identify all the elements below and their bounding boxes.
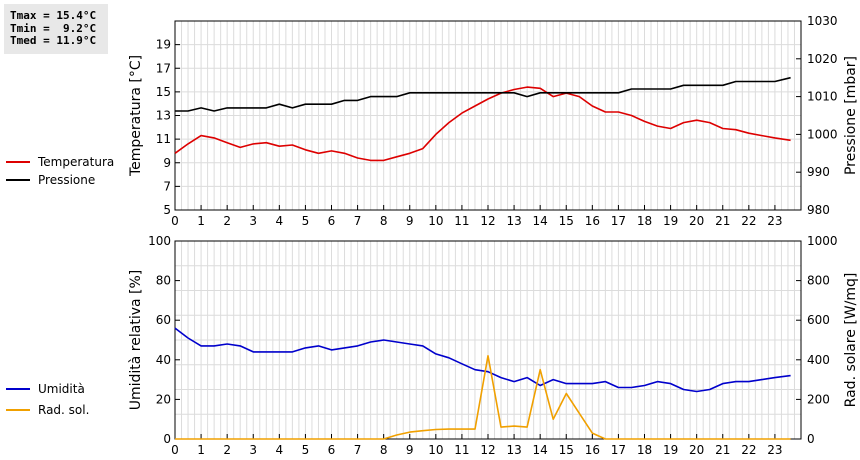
- x-tick-label: 3: [249, 443, 257, 457]
- y-tick-label: 11: [156, 132, 171, 146]
- y-axis-label: Umidità relativa [%]: [128, 270, 144, 411]
- x-tick-label: 14: [533, 214, 548, 228]
- series-line: [174, 86, 791, 162]
- x-tick-label: 15: [559, 443, 574, 457]
- legend-label: Temperatura: [37, 155, 114, 169]
- x-tick-label: 11: [454, 214, 469, 228]
- y-tick-label: 0: [163, 432, 171, 446]
- x-tick-label: 8: [380, 214, 388, 228]
- y-tick-label: 100: [148, 234, 171, 248]
- x-tick-label: 1: [197, 214, 205, 228]
- x-tick-label: 4: [276, 443, 284, 457]
- x-tick-label: 22: [741, 214, 756, 228]
- x-tick-label: 11: [454, 443, 469, 457]
- x-tick-label: 9: [406, 214, 414, 228]
- y2-tick-label: 200: [807, 392, 830, 406]
- x-tick-label: 20: [689, 443, 704, 457]
- x-tick-label: 5: [302, 214, 310, 228]
- y-tick-label: 40: [156, 353, 171, 367]
- y2-tick-label: 1000: [807, 234, 838, 248]
- x-tick-label: 8: [380, 443, 388, 457]
- y2-tick-label: 400: [807, 353, 830, 367]
- x-tick-label: 2: [223, 443, 231, 457]
- y-tick-label: 7: [163, 179, 171, 193]
- y2-tick-label: 1030: [807, 14, 838, 28]
- x-tick-label: 18: [637, 443, 652, 457]
- series-line: [175, 354, 791, 440]
- x-tick-label: 17: [611, 443, 626, 457]
- x-tick-label: 9: [406, 443, 414, 457]
- y-tick-label: 13: [156, 109, 171, 123]
- x-tick-label: 7: [354, 443, 362, 457]
- x-tick-label: 2: [223, 214, 231, 228]
- x-tick-label: 4: [276, 214, 284, 228]
- y-tick-label: 20: [156, 392, 171, 406]
- x-tick-label: 20: [689, 214, 704, 228]
- x-tick-label: 1: [197, 443, 205, 457]
- y2-tick-label: 0: [807, 432, 815, 446]
- y-axis-label: Temperatura [°C]: [128, 55, 144, 177]
- y-tick-label: 17: [156, 61, 171, 75]
- x-tick-label: 15: [559, 214, 574, 228]
- temperature-stats-box: Tmax = 15.4°C Tmin = 9.2°C Tmed = 11.9°C: [4, 4, 108, 54]
- y-tick-label: 60: [156, 313, 171, 327]
- x-tick-label: 6: [328, 443, 336, 457]
- legend-label: Rad. sol.: [38, 403, 89, 417]
- x-tick-label: 3: [249, 214, 257, 228]
- x-tick-label: 16: [585, 443, 600, 457]
- x-tick-label: 0: [171, 214, 179, 228]
- y2-tick-label: 990: [807, 165, 830, 179]
- y-tick-label: 5: [163, 203, 171, 217]
- series-line: [175, 76, 791, 112]
- x-tick-label: 19: [663, 443, 678, 457]
- tmax-text: Tmax = 15.4°C: [10, 9, 97, 22]
- y-tick-label: 9: [163, 156, 171, 170]
- legend-label: Umidità: [38, 382, 85, 396]
- x-tick-label: 17: [611, 214, 626, 228]
- legend-label: Pressione: [38, 173, 95, 187]
- x-tick-label: 23: [767, 214, 782, 228]
- y2-tick-label: 600: [807, 313, 830, 327]
- x-tick-label: 14: [533, 443, 548, 457]
- y2-tick-label: 1000: [807, 127, 838, 141]
- tmin-text: Tmin = 9.2°C: [10, 21, 97, 35]
- x-tick-label: 12: [480, 443, 495, 457]
- y2-axis-label: Pressione [mbar]: [843, 56, 859, 175]
- x-tick-label: 13: [506, 214, 521, 228]
- x-tick-label: 6: [328, 214, 336, 228]
- tmed-text: Tmed = 11.9°C: [10, 34, 97, 47]
- y2-tick-label: 1020: [807, 52, 838, 66]
- x-tick-label: 7: [354, 214, 362, 228]
- series-line: [174, 327, 791, 393]
- y2-tick-label: 980: [807, 203, 830, 217]
- x-tick-label: 23: [767, 443, 782, 457]
- x-tick-label: 10: [428, 443, 443, 457]
- x-tick-label: 22: [741, 443, 756, 457]
- x-tick-label: 21: [715, 443, 730, 457]
- x-tick-label: 0: [171, 443, 179, 457]
- x-tick-label: 10: [428, 214, 443, 228]
- y2-axis-label: Rad. solare [W/mq]: [843, 273, 859, 408]
- x-tick-label: 18: [637, 214, 652, 228]
- y-tick-label: 80: [156, 274, 171, 288]
- y-tick-label: 19: [156, 38, 171, 52]
- y-tick-label: 15: [156, 85, 171, 99]
- x-tick-label: 5: [302, 443, 310, 457]
- x-tick-label: 21: [715, 214, 730, 228]
- x-tick-label: 13: [506, 443, 521, 457]
- y2-tick-label: 800: [807, 274, 830, 288]
- x-tick-label: 16: [585, 214, 600, 228]
- y2-tick-label: 1010: [807, 90, 838, 104]
- x-tick-label: 12: [480, 214, 495, 228]
- x-tick-label: 19: [663, 214, 678, 228]
